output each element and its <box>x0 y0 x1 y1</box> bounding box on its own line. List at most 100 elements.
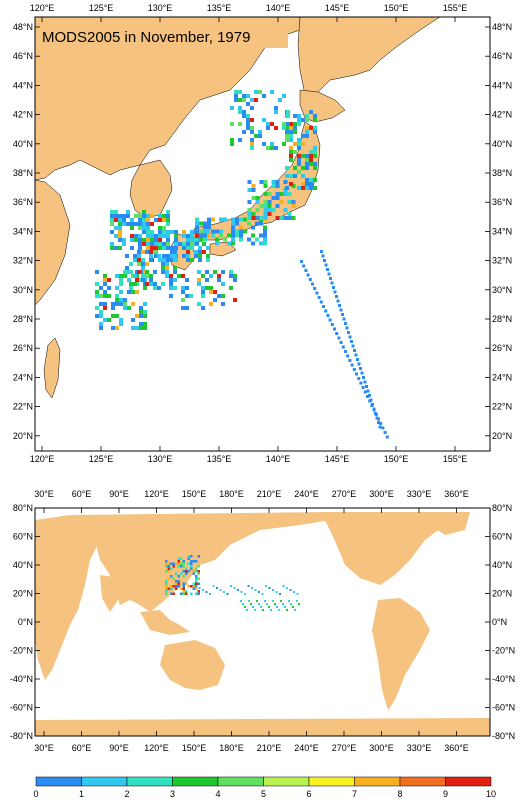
obs-cell <box>366 395 369 398</box>
global-lat-label-left-3: 20°N <box>13 589 33 599</box>
obs-cell <box>275 204 280 208</box>
regional-map-title-box <box>38 26 288 48</box>
obs-cell <box>186 234 190 238</box>
obs-cell <box>271 180 276 184</box>
obs-cell <box>203 221 207 226</box>
obs-cell <box>118 238 122 242</box>
colorbar-segment <box>172 776 219 787</box>
global-lat-label-right-5: -20°N <box>492 646 515 656</box>
obs-cell <box>352 368 356 371</box>
obs-cell <box>187 585 190 588</box>
obs-cell <box>162 218 166 222</box>
obs-cell <box>313 178 317 182</box>
obs-cell <box>291 184 296 188</box>
obs-cell <box>223 217 227 222</box>
obs-cell <box>119 274 123 278</box>
obs-cell <box>238 138 242 142</box>
obs-cell <box>301 166 305 170</box>
obs-cell <box>146 226 150 230</box>
obs-cell <box>195 582 198 585</box>
obs-cell <box>219 233 223 238</box>
obs-cell <box>119 282 123 286</box>
obs-cell <box>275 196 280 200</box>
obs-cell <box>267 204 272 208</box>
obs-cell <box>154 246 158 250</box>
obs-cell <box>251 233 255 238</box>
lat-label-left-2: 44°N <box>13 80 33 90</box>
lon-label-top-5: 145°E <box>325 3 350 13</box>
obs-cell <box>123 298 127 302</box>
obs-cell <box>270 142 274 146</box>
obs-cell <box>309 126 313 130</box>
obs-cell <box>154 242 158 246</box>
obs-cell <box>119 302 123 306</box>
obs-cell <box>217 278 221 282</box>
obs-cell <box>134 234 138 238</box>
obs-cell <box>192 570 195 573</box>
obs-cell <box>205 278 209 282</box>
obs-cell <box>219 229 223 234</box>
obs-cell <box>130 226 134 230</box>
obs-cell <box>209 290 213 294</box>
obs-cell <box>167 565 170 568</box>
obs-cell <box>169 282 173 286</box>
obs-cell <box>289 122 293 126</box>
obs-cell <box>309 178 313 182</box>
obs-cell <box>292 606 294 608</box>
global-lon-label-bottom-5: 180°E <box>219 743 244 753</box>
obs-cell <box>95 270 99 274</box>
obs-cell <box>173 250 177 254</box>
obs-cell <box>174 246 178 250</box>
obs-cell <box>219 217 223 222</box>
lon-label-bottom-4: 140°E <box>266 454 291 464</box>
obs-cell <box>297 158 301 162</box>
obs-cell <box>223 237 227 242</box>
obs-cell <box>115 302 119 306</box>
obs-cell <box>172 565 175 568</box>
obs-cell <box>212 585 215 587</box>
obs-cell <box>190 242 194 246</box>
lon-label-bottom-6: 150°E <box>384 454 409 464</box>
obs-cell <box>332 286 335 289</box>
obs-cell <box>356 358 359 361</box>
obs-cell <box>129 270 133 274</box>
obs-cell <box>279 593 281 595</box>
global-lat-label-right-7: -60°N <box>492 703 515 713</box>
obs-cell <box>103 278 107 282</box>
obs-cell <box>230 142 234 146</box>
obs-cell <box>262 118 266 122</box>
obs-cell <box>313 287 317 290</box>
obs-cell <box>162 246 166 250</box>
regional-map: MODS2005 in November, 1979 120°E 120°E 125… <box>13 3 512 464</box>
obs-cell <box>165 266 169 270</box>
obs-cell <box>262 94 266 98</box>
obs-cell <box>301 134 305 138</box>
obs-cell <box>134 238 138 242</box>
obs-cell <box>185 294 189 298</box>
obs-cell <box>162 234 166 238</box>
obs-cell <box>255 216 260 220</box>
obs-cell <box>205 270 209 274</box>
global-lon-label-top-4: 150°E <box>182 489 207 499</box>
obs-cell <box>162 230 166 234</box>
obs-cell <box>182 570 185 573</box>
obs-cell <box>258 134 262 138</box>
obs-cell <box>328 318 332 322</box>
global-lon-label-bottom-11: 360°E <box>444 743 469 753</box>
obs-cell <box>238 122 242 126</box>
obs-cell <box>182 230 186 234</box>
global-lat-label-right-1: 60°N <box>492 532 512 542</box>
obs-cell <box>139 326 143 330</box>
obs-cell <box>114 246 118 250</box>
obs-cell <box>195 225 199 230</box>
obs-cell <box>344 322 347 325</box>
obs-cell <box>305 186 309 190</box>
obs-cell <box>219 589 222 591</box>
obs-cell <box>300 260 303 263</box>
obs-cell <box>180 572 183 575</box>
obs-cell <box>289 174 293 178</box>
obs-cell <box>251 196 256 200</box>
obs-cell <box>99 286 103 290</box>
obs-cell <box>285 186 289 190</box>
obs-cell <box>348 335 352 339</box>
